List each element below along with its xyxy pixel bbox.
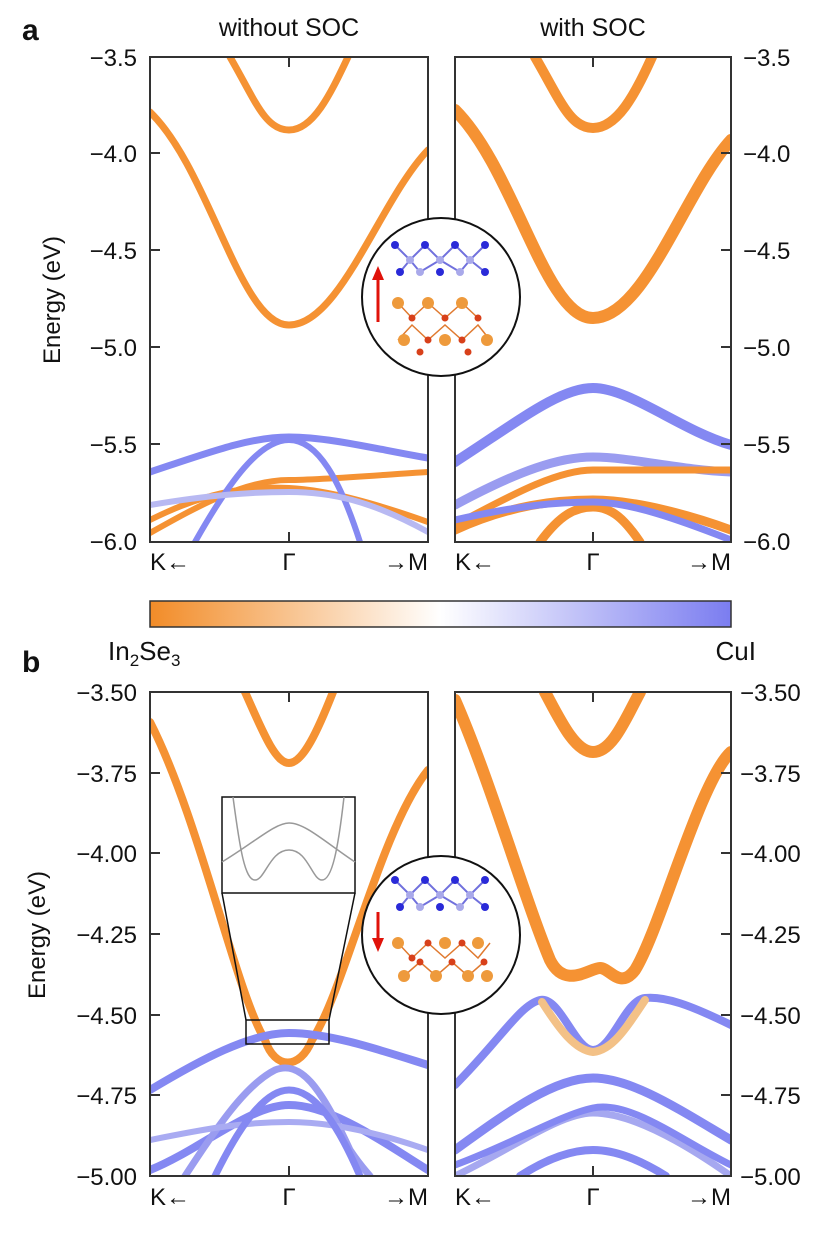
panel-b-yticks-right: −3.50 −3.75 −4.00 −4.25 −4.50 −4.75 −5.0… <box>740 680 801 1191</box>
tick-label: −5.00 <box>740 1164 801 1191</box>
tick-label: −4.75 <box>76 1083 137 1110</box>
tick-label: −3.5 <box>743 45 790 72</box>
panel-b-right-bands <box>455 692 731 1176</box>
xtick-k: K← <box>455 1184 495 1211</box>
tick-label: −5.0 <box>90 335 137 362</box>
tick-label: −4.50 <box>740 1003 801 1030</box>
tick-label: −4.25 <box>740 922 801 949</box>
panel-b-left-bands <box>150 692 428 1176</box>
valence-band <box>455 498 731 542</box>
tick-label: −4.50 <box>76 1003 137 1030</box>
xtick-m: →M <box>384 1184 428 1211</box>
valence-band <box>455 1109 731 1176</box>
tick-label: −4.00 <box>740 841 801 868</box>
valence-band <box>535 502 645 542</box>
tick-label: −6.0 <box>743 529 790 556</box>
conduction-band <box>455 694 731 985</box>
mixed-band <box>538 996 649 1057</box>
valence-band <box>516 1145 670 1176</box>
panel-a-title-right: with SOC <box>539 14 646 42</box>
valence-band <box>455 993 731 1089</box>
conduction-band <box>150 718 428 1067</box>
tick-label: −5.5 <box>90 432 137 459</box>
colorbar <box>149 600 732 628</box>
xtick-gamma: Γ <box>282 1184 295 1211</box>
tick-label: −3.75 <box>76 761 137 788</box>
conduction-band <box>150 108 428 329</box>
panel-b-yticks-left: −3.50 −3.75 −4.00 −4.25 −4.50 −4.75 −5.0… <box>76 680 137 1191</box>
xtick-k: K← <box>455 549 495 576</box>
tick-label: −4.25 <box>76 922 137 949</box>
tick-label: −3.50 <box>740 680 801 707</box>
zoom-inset <box>221 796 356 1045</box>
xtick-k: K← <box>150 1184 190 1211</box>
tick-label: −4.00 <box>76 841 137 868</box>
panel-a-label: a <box>22 14 39 47</box>
tick-label: −4.5 <box>743 238 790 265</box>
valence-band <box>150 488 428 535</box>
panel-b-tickmarks <box>150 691 731 1177</box>
xtick-gamma: Γ <box>282 549 295 576</box>
valence-band <box>455 1073 731 1155</box>
tick-label: −3.5 <box>90 45 137 72</box>
colorbar-right-label: CuI <box>716 636 756 666</box>
conduction-band <box>226 57 352 134</box>
tick-label: −5.0 <box>743 335 790 362</box>
valence-band <box>455 466 731 529</box>
panel-a-tickmarks <box>150 56 731 543</box>
tick-label: −4.0 <box>743 141 790 168</box>
panel-b-label: b <box>22 646 40 679</box>
tick-label: −4.5 <box>90 238 137 265</box>
panel-a-title-left: without SOC <box>218 14 359 42</box>
tick-label: −3.75 <box>740 761 801 788</box>
valence-band <box>181 1064 374 1176</box>
panel-a-ylabel: Energy (eV) <box>39 236 66 364</box>
valence-band <box>455 1103 731 1169</box>
conduction-band <box>530 57 657 134</box>
panel-a-right-bands <box>455 57 731 542</box>
panel-a-yticks-left: −3.5 −4.0 −4.5 −5.0 −5.5 −6.0 <box>90 45 137 556</box>
xtick-gamma: Γ <box>586 1184 599 1211</box>
tick-label: −6.0 <box>90 529 137 556</box>
xtick-m: →M <box>384 549 428 576</box>
tick-label: −4.0 <box>90 141 137 168</box>
tick-label: −4.75 <box>740 1083 801 1110</box>
xtick-gamma: Γ <box>586 549 599 576</box>
conduction-band <box>455 104 731 325</box>
valence-band <box>150 469 428 536</box>
structure-inset-b <box>361 855 521 1015</box>
conduction-band <box>539 692 646 759</box>
conduction-band <box>241 692 337 768</box>
tick-label: −3.50 <box>76 680 137 707</box>
xtick-m: →M <box>687 549 731 576</box>
tick-label: −5.00 <box>76 1164 137 1191</box>
valence-band <box>455 382 731 467</box>
panel-a-yticks-right: −3.5 −4.0 −4.5 −5.0 −5.5 −6.0 <box>743 45 790 556</box>
panel-b-ylabel: Energy (eV) <box>24 871 51 999</box>
valence-band <box>150 1100 428 1174</box>
valence-band <box>150 1118 428 1153</box>
valence-band <box>211 1086 364 1176</box>
valence-band <box>150 1028 428 1094</box>
xtick-m: →M <box>687 1184 731 1211</box>
structure-inset-a <box>361 217 521 377</box>
colorbar-left-label: In2Se3 <box>108 636 180 670</box>
tick-label: −5.5 <box>743 432 790 459</box>
valence-band <box>150 433 428 476</box>
xtick-k: K← <box>150 549 190 576</box>
panel-a-left-bands <box>150 57 428 542</box>
